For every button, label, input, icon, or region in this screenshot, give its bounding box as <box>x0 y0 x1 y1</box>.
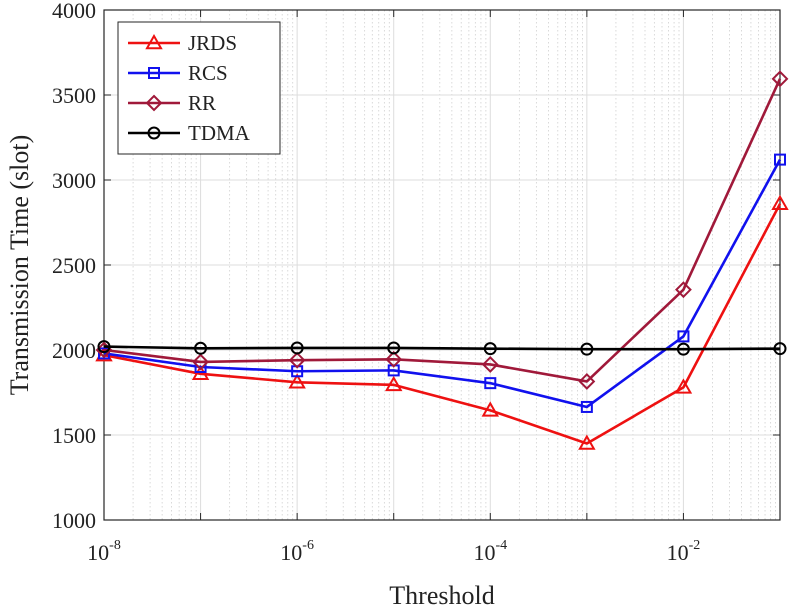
y-tick-label: 3500 <box>52 83 96 108</box>
y-tick-label: 1500 <box>52 423 96 448</box>
data-point-rcs <box>484 377 497 390</box>
legend-label: RR <box>188 91 216 115</box>
data-point-tdma <box>97 340 111 354</box>
legend-marker <box>145 33 163 50</box>
data-point-jrds <box>384 375 403 392</box>
legend-label: RCS <box>188 61 228 85</box>
y-tick-label: 2000 <box>52 338 96 363</box>
series-line-jrds <box>103 203 782 445</box>
data-point-jrds <box>481 401 500 417</box>
data-point-tdma <box>387 341 401 355</box>
data-point-tdma <box>676 342 690 356</box>
data-point-jrds <box>578 434 596 450</box>
y-tick-label: 2500 <box>52 253 96 278</box>
y-tick-label: 3000 <box>52 168 96 193</box>
series-group <box>95 70 789 450</box>
legend-label: JRDS <box>188 31 237 55</box>
series-line-tdma <box>103 345 781 351</box>
data-point-jrds <box>771 194 789 211</box>
series-tdma <box>97 340 787 356</box>
legend: JRDS RCS RR TDMA <box>117 21 281 155</box>
legend-entry-jrds: JRDS <box>128 31 237 55</box>
legend-marker <box>145 94 163 112</box>
legend-entry-tdma: TDMA <box>128 121 251 145</box>
x-tick-label: 10-6 <box>280 538 314 565</box>
x-tick-exponent: -8 <box>109 538 121 553</box>
x-tick-exponent: -2 <box>689 538 701 553</box>
series-line-rr <box>103 78 782 383</box>
data-point-jrds <box>674 378 693 394</box>
data-point-rr <box>771 70 789 88</box>
y-axis-label: Transmission Time (slot) <box>5 135 34 396</box>
data-point-rr <box>481 356 499 373</box>
x-tick-base: 10 <box>280 540 302 565</box>
data-point-tdma <box>773 342 787 356</box>
x-tick-label: 10-2 <box>667 538 701 565</box>
x-tick-exponent: -4 <box>495 538 507 553</box>
legend-entry-rcs: RCS <box>128 61 228 85</box>
legend-entry-rr: RR <box>128 91 216 115</box>
data-point-rr <box>288 351 306 369</box>
x-tick-label: 10-4 <box>473 538 507 565</box>
y-tick-label: 4000 <box>52 0 96 23</box>
data-point-tdma <box>290 341 304 355</box>
x-tick-base: 10 <box>473 540 495 565</box>
x-tick-exponent: -6 <box>302 538 314 553</box>
data-point-tdma <box>483 342 497 356</box>
data-point-rr <box>578 373 596 390</box>
x-tick-base: 10 <box>87 540 109 565</box>
data-point-rcs <box>580 400 593 413</box>
x-tick-label: 10-8 <box>87 538 121 565</box>
legend-marker <box>148 67 160 79</box>
data-point-rr <box>192 353 209 371</box>
legend-marker <box>147 126 161 140</box>
x-axis-label: Threshold <box>389 581 494 607</box>
data-point-rcs <box>677 330 690 343</box>
x-tick-base: 10 <box>667 540 689 565</box>
data-point-tdma <box>194 341 208 355</box>
data-point-rr <box>385 350 403 368</box>
y-tick-label: 1000 <box>52 508 96 533</box>
data-point-rr <box>675 281 692 299</box>
data-point-rcs <box>774 153 786 166</box>
legend-label: TDMA <box>188 121 251 145</box>
data-point-jrds <box>288 373 306 389</box>
data-point-tdma <box>580 342 594 356</box>
